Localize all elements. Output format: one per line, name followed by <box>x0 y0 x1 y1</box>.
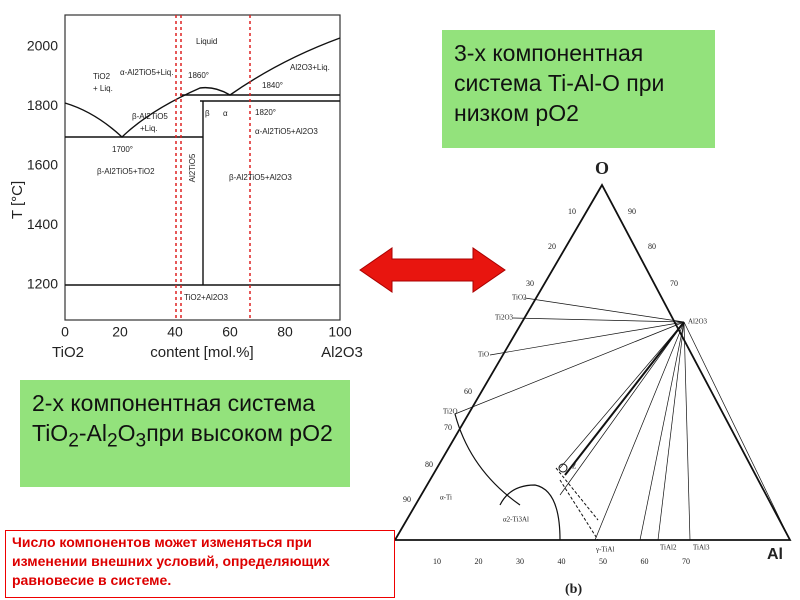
tick-label: 90 <box>628 207 636 216</box>
x-right-label: Al2O3 <box>321 344 363 361</box>
phase-label: α-Al2TiO5+Liq. <box>120 68 173 77</box>
box-text: 3-х компонентная система Ti-Al-O при низ… <box>454 40 665 126</box>
phase-label: α-Ti <box>440 494 452 502</box>
note-text: Число компонентов может изменяться при и… <box>12 534 330 588</box>
tick-label: 50 <box>599 557 607 566</box>
tick-label: 20 <box>475 557 483 566</box>
box-text: при высоком pO2 <box>146 420 333 446</box>
phase-label: Liquid <box>196 37 217 46</box>
phase-label: TiO2 <box>512 294 527 302</box>
y-tick-label: 1200 <box>27 276 58 292</box>
subscript: 2 <box>106 430 118 452</box>
phase-label: Al2O3+Liq. <box>290 63 330 72</box>
phase-label: Z <box>572 463 576 471</box>
phase-label: β <box>205 109 210 118</box>
tick-label: 40 <box>558 557 566 566</box>
phase-label: α2-Ti3Al <box>503 516 529 524</box>
y-tick-label: 1800 <box>27 97 58 113</box>
tick-label: 60 <box>464 387 472 396</box>
phase-lines <box>64 37 341 286</box>
tick-label: 30 <box>516 557 524 566</box>
tick-label: 90 <box>403 495 411 504</box>
y-tick-label: 1600 <box>27 157 58 173</box>
x-tick-label: 40 <box>167 324 183 340</box>
phase-label: TiO2 <box>93 72 111 81</box>
x-tick-label: 20 <box>112 324 128 340</box>
tick-label: 80 <box>648 242 656 251</box>
phase-label: TiAl2 <box>660 544 677 552</box>
box-text: -Al <box>78 420 107 446</box>
phase-label: β-Al2TiO5+TiO2 <box>97 167 155 176</box>
box-text: O <box>117 420 136 446</box>
plot-frame <box>64 14 341 321</box>
x-tick-label: 0 <box>61 324 69 340</box>
tick-label: 10 <box>568 207 576 216</box>
phase-label: α <box>223 109 228 118</box>
red-dashes <box>175 15 251 320</box>
tick-label: 10 <box>433 557 441 566</box>
caption: (b) <box>565 582 582 597</box>
x-tick-label: 100 <box>328 324 352 340</box>
phase-label: 1700° <box>112 145 133 154</box>
y-axis-label: T [°C] <box>9 181 26 219</box>
note: Число компонентов может изменяться при и… <box>5 530 395 598</box>
box-text: 2-х компонентная система TiO <box>32 390 316 446</box>
tick-label: 70 <box>444 423 452 432</box>
phase-label: 1860° <box>188 71 209 80</box>
phase-label: Al2O3 <box>688 318 708 326</box>
subscript: 3 <box>135 430 147 452</box>
vertex-label: O <box>595 158 609 178</box>
phase-label: TiO2+Al2O3 <box>184 293 228 302</box>
phase-label: +Liq. <box>140 124 158 133</box>
double-arrow <box>359 247 506 293</box>
phase-label: γ-TiAl <box>595 546 614 554</box>
phase-label: Al2TiO5 <box>188 153 197 182</box>
vertex-label: Al <box>767 546 783 563</box>
x-tick-label: 60 <box>222 324 238 340</box>
y-tick-label: 2000 <box>27 38 58 54</box>
tick-label: 20 <box>548 242 556 251</box>
phase-label: 1840° <box>262 81 283 90</box>
binary-box: 2-х компонентная система TiO2-Al2O3при в… <box>20 380 350 487</box>
phase-label: 1820° <box>255 108 276 117</box>
phase-label: Ti2O3 <box>495 314 514 322</box>
tick-label: 70 <box>670 279 678 288</box>
tick-label: 80 <box>425 460 433 469</box>
phase-label: α-Al2TiO5+Al2O3 <box>255 127 318 136</box>
phase-label: + Liq. <box>93 84 113 93</box>
tick-label: 30 <box>526 279 534 288</box>
phase-label: β-Al2TiO5 <box>132 112 168 121</box>
y-tick-label: 1400 <box>27 216 58 232</box>
tick-label: 70 <box>682 557 690 566</box>
phase-label: TiAl3 <box>693 544 710 552</box>
x-tick-label: 80 <box>277 324 293 340</box>
x-left-label: TiO2 <box>52 344 84 361</box>
phase-label: Ti2O <box>443 408 458 416</box>
ternary-box: 3-х компонентная система Ti-Al-O при низ… <box>442 30 715 148</box>
phase-label: β-Al2TiO5+Al2O3 <box>229 173 292 182</box>
tick-label: 60 <box>641 557 649 566</box>
phase-label: TiO <box>478 351 489 359</box>
subscript: 2 <box>68 430 79 452</box>
x-axis-label: content [mol.%] <box>150 344 253 361</box>
ternary-lines <box>393 183 792 541</box>
